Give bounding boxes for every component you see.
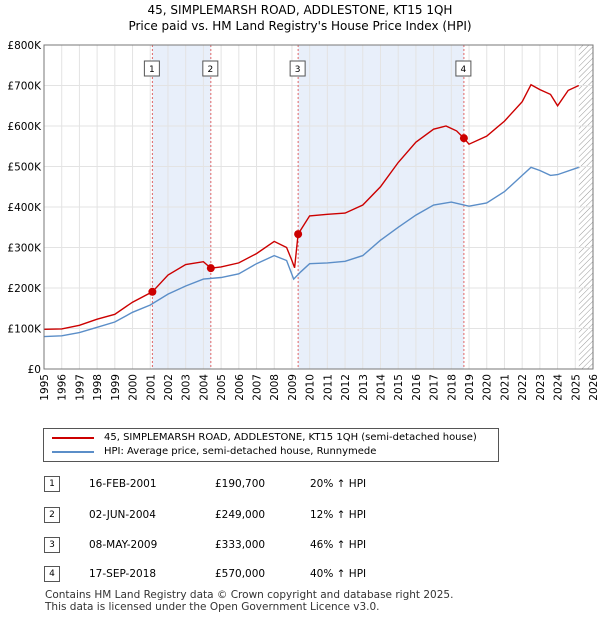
price-chart: 1 2 3 4 £0 £100K £200K £300K £400K £500K £600K £700… — [7, 40, 600, 401]
y-tick-label: £400K — [7, 202, 42, 214]
x-tick-label: 2003 — [181, 374, 193, 401]
y-tick-label: £0 — [28, 364, 41, 376]
transaction-label-box — [455, 60, 472, 77]
transaction-label: 1 — [149, 65, 155, 75]
transaction-date: 17-SEP-2018 — [89, 568, 157, 580]
x-tick-label: 2002 — [163, 374, 175, 401]
x-tick-label: 2019 — [464, 374, 476, 401]
x-tick-label: 2023 — [535, 374, 547, 401]
x-tick-label: 2008 — [269, 374, 281, 401]
transaction-label-box — [202, 60, 219, 77]
chart-legend: 45, SIMPLEMARSH ROAD, ADDLESTONE, KT15 1… — [43, 428, 499, 462]
footer-licence: This data is licensed under the Open Gov… — [45, 601, 380, 613]
x-tick-label: 2026 — [588, 374, 600, 401]
transaction-number: 2 — [44, 507, 60, 523]
transaction-number: 3 — [44, 537, 60, 553]
transaction-hpi: 12% ↑ HPI — [310, 509, 367, 521]
x-tick-label: 2017 — [429, 374, 441, 401]
x-tick-label: 1995 — [39, 374, 51, 401]
x-tick-label: 2024 — [553, 374, 565, 401]
transaction-hpi: 40% ↑ HPI — [310, 568, 367, 580]
x-tick-label: 2022 — [517, 374, 529, 401]
transaction-point — [206, 264, 215, 273]
y-tick-label: £500K — [7, 162, 42, 174]
x-tick-label: 2016 — [411, 374, 423, 401]
legend-swatch-hpi — [52, 451, 94, 453]
x-tick-label: 1998 — [92, 374, 104, 401]
transaction-price: £570,000 — [215, 568, 266, 580]
transaction-label: 4 — [461, 65, 467, 75]
legend-label-property: 45, SIMPLEMARSH ROAD, ADDLESTONE, KT15 1… — [104, 432, 477, 443]
y-tick-label: £800K — [7, 40, 42, 52]
transaction-hpi: 20% ↑ HPI — [310, 478, 367, 490]
y-tick-label: £300K — [7, 243, 42, 255]
transaction-price: £333,000 — [215, 539, 266, 551]
transaction-point — [459, 134, 468, 143]
transaction-date: 16-FEB-2001 — [89, 478, 157, 490]
x-tick-label: 1999 — [110, 374, 122, 401]
transaction-number: 1 — [44, 476, 60, 492]
x-tick-label: 2015 — [393, 374, 405, 401]
x-tick-label: 2025 — [570, 374, 582, 401]
chart-title: 45, SIMPLEMARSH ROAD, ADDLESTONE, KT15 1… — [147, 3, 453, 17]
transaction-date: 08-MAY-2009 — [89, 539, 158, 551]
x-tick-label: 2004 — [198, 374, 210, 401]
transaction-point — [294, 230, 303, 239]
transaction-label-box — [143, 60, 160, 77]
x-tick-label: 2000 — [128, 374, 140, 401]
x-tick-label: 2010 — [305, 374, 317, 401]
x-tick-label: 2011 — [322, 374, 334, 401]
transaction-price: £190,700 — [215, 478, 266, 490]
x-tick-label: 2005 — [216, 374, 228, 401]
x-tick-label: 2013 — [358, 374, 370, 401]
transaction-number: 4 — [44, 566, 60, 582]
hpi-line — [43, 166, 580, 338]
x-tick-label: 1996 — [57, 374, 69, 401]
x-tick-label: 2020 — [482, 374, 494, 401]
transaction-point — [148, 287, 157, 296]
y-tick-label: £200K — [7, 283, 42, 295]
transaction-label: 2 — [207, 65, 213, 75]
x-tick-label: 2021 — [499, 374, 511, 401]
x-tick-label: 2012 — [340, 374, 352, 401]
y-tick-label: £700K — [7, 81, 42, 93]
transaction-label: 3 — [295, 65, 301, 75]
transaction-price: £249,000 — [215, 509, 266, 521]
x-tick-label: 2014 — [375, 374, 387, 401]
chart-subtitle: Price paid vs. HM Land Registry's House … — [128, 19, 472, 33]
transaction-date: 02-JUN-2004 — [89, 509, 156, 521]
x-tick-label: 2018 — [446, 374, 458, 401]
x-tick-label: 2009 — [287, 374, 299, 401]
legend-swatch-property — [52, 437, 94, 439]
footer-copyright: Contains HM Land Registry data © Crown c… — [45, 589, 454, 601]
transaction-hpi: 46% ↑ HPI — [310, 539, 367, 551]
x-tick-label: 2006 — [234, 374, 246, 401]
transaction-label-box — [289, 60, 306, 77]
plot-frame — [43, 44, 594, 370]
property-price-line — [43, 83, 580, 330]
y-tick-label: £100K — [7, 324, 42, 336]
legend-label-hpi: HPI: Average price, semi-detached house,… — [104, 446, 377, 457]
x-tick-label: 1997 — [74, 374, 86, 401]
x-tick-label: 2001 — [145, 374, 157, 401]
y-tick-label: £600K — [7, 121, 42, 133]
x-tick-label: 2007 — [252, 374, 264, 401]
